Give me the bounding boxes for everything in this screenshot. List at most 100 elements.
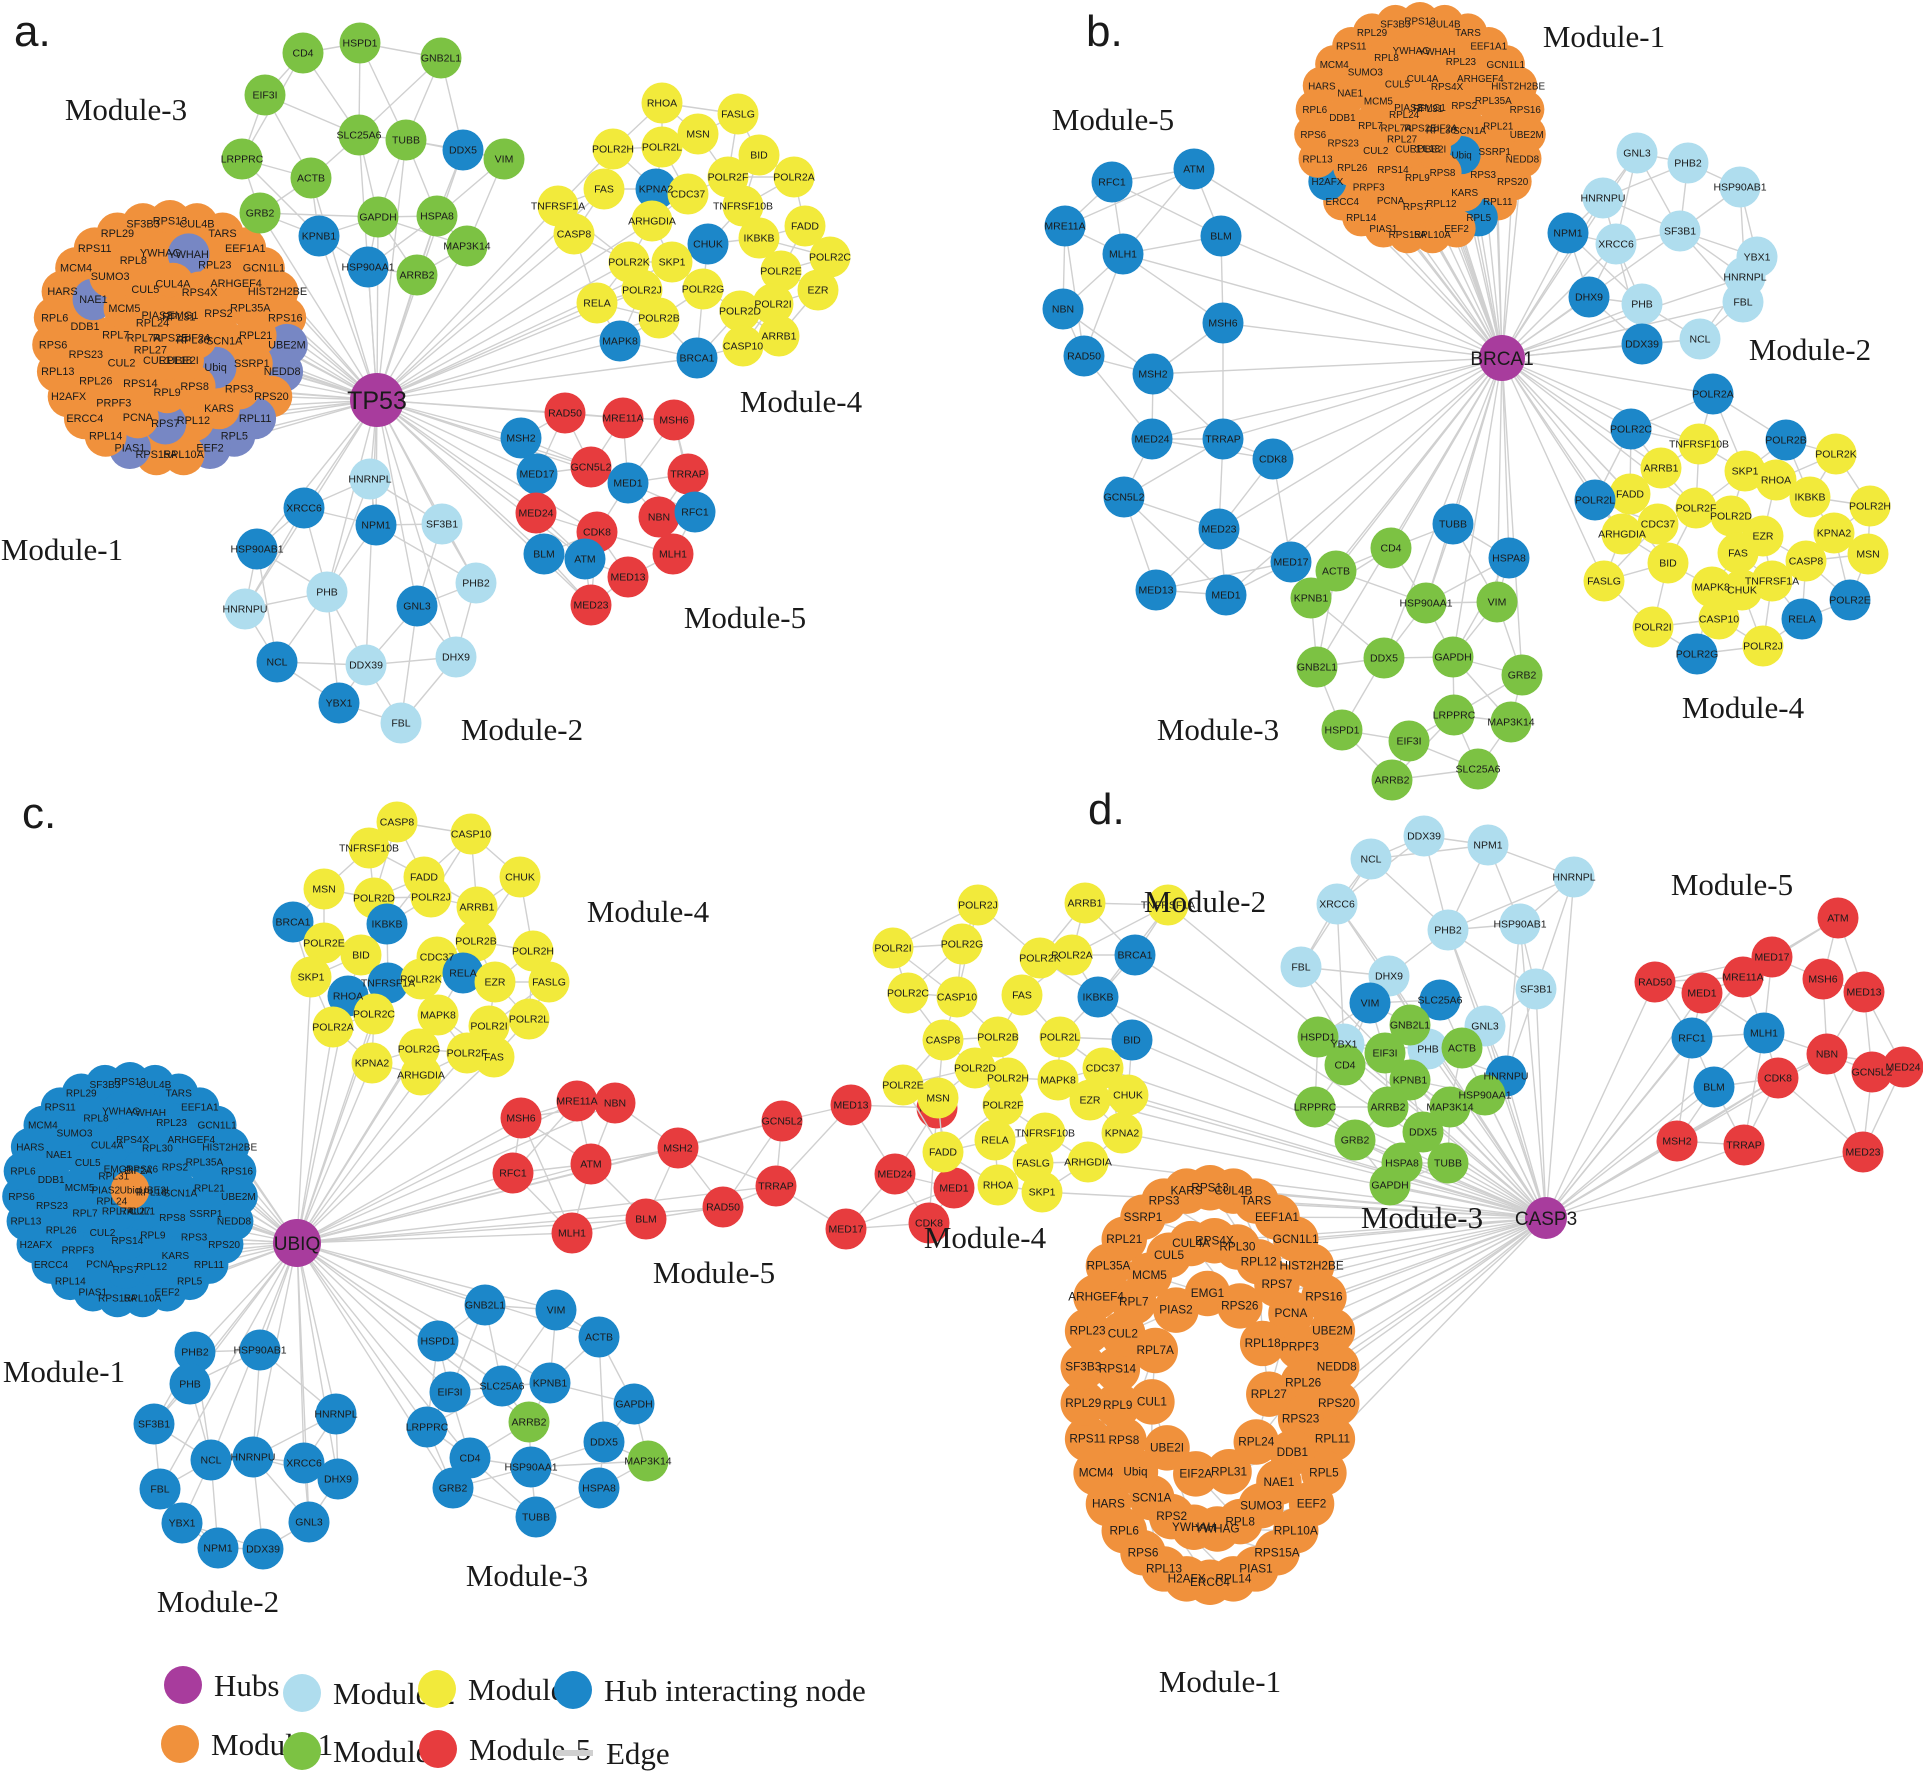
node-HSPD1[interactable] xyxy=(417,1320,459,1362)
node-POLR2J[interactable] xyxy=(957,884,999,926)
node-PHB2[interactable] xyxy=(1427,909,1469,951)
node-NPM1[interactable] xyxy=(197,1527,239,1569)
node-PRPF3[interactable] xyxy=(1277,1324,1323,1370)
node-MAP3K14[interactable] xyxy=(627,1440,669,1482)
node-XRCC6[interactable] xyxy=(1595,223,1637,265)
node-POLR2F[interactable] xyxy=(1675,487,1717,529)
node-RAD50[interactable] xyxy=(1063,335,1105,377)
node-MSH6[interactable] xyxy=(1802,958,1844,1000)
node-MLH1[interactable] xyxy=(1102,233,1144,275)
node-RPS11[interactable] xyxy=(1064,1416,1111,1462)
node-NCL[interactable] xyxy=(1679,318,1721,360)
node-GAPDH[interactable] xyxy=(357,196,399,238)
node-POLR2H[interactable] xyxy=(1849,485,1891,527)
node-RPS26[interactable] xyxy=(1217,1283,1263,1329)
node-NCL[interactable] xyxy=(1350,838,1392,880)
node-VIM[interactable] xyxy=(1349,982,1391,1024)
node-ACTB[interactable] xyxy=(578,1316,620,1358)
node-POLR2L[interactable] xyxy=(1574,479,1616,521)
node-ARRB1[interactable] xyxy=(758,315,800,357)
node-TNFRSF1A[interactable] xyxy=(367,962,409,1004)
node-RAD50[interactable] xyxy=(544,392,586,434)
node-IKBKB[interactable] xyxy=(366,903,408,945)
node-RPL18[interactable] xyxy=(1239,1320,1286,1367)
node-KPNB1[interactable] xyxy=(298,215,340,257)
node-SKP1[interactable] xyxy=(651,241,693,283)
node-EZR[interactable] xyxy=(474,961,516,1003)
node-TNFRSF10B[interactable] xyxy=(1678,423,1720,465)
node-CDK8[interactable] xyxy=(908,1202,950,1244)
node-POLR2E[interactable] xyxy=(760,250,802,292)
node-MSH6[interactable] xyxy=(653,399,695,441)
node-RPS26[interactable] xyxy=(149,317,191,359)
node-BID[interactable] xyxy=(738,134,780,176)
node-RPS14[interactable] xyxy=(1094,1346,1141,1392)
node-GNB2L1[interactable] xyxy=(464,1284,506,1326)
node-POLR2K[interactable] xyxy=(1815,433,1857,475)
node-KPNB1[interactable] xyxy=(529,1362,571,1404)
node-ARRB2[interactable] xyxy=(396,254,438,296)
node-RHOA[interactable] xyxy=(977,1164,1019,1206)
node-SF3B1[interactable] xyxy=(133,1403,175,1445)
node-MSH2[interactable] xyxy=(1656,1120,1698,1162)
node-SKP1[interactable] xyxy=(290,956,332,998)
node-HSPA8[interactable] xyxy=(1488,537,1530,579)
node-TUBB[interactable] xyxy=(385,119,427,161)
node-MSH6[interactable] xyxy=(500,1097,542,1139)
node-HSP90AA1[interactable] xyxy=(510,1446,552,1488)
node-NCL[interactable] xyxy=(256,641,298,683)
node-GCN5L2[interactable] xyxy=(1851,1051,1893,1093)
node-MRE11A[interactable] xyxy=(1722,956,1764,998)
node-PHB2[interactable] xyxy=(174,1331,216,1373)
node-POLR2D[interactable] xyxy=(954,1047,996,1089)
node-RELA[interactable] xyxy=(576,282,618,324)
node-YBX1[interactable] xyxy=(161,1502,203,1544)
node-IKBKB[interactable] xyxy=(1789,476,1831,518)
node-HSPA8[interactable] xyxy=(578,1467,620,1509)
node-ATM[interactable] xyxy=(570,1143,612,1185)
node-DDX5[interactable] xyxy=(1402,1111,1444,1153)
node-ARHGDIA[interactable] xyxy=(1601,513,1643,555)
node-CASP8[interactable] xyxy=(1785,540,1827,582)
node-XRCC6[interactable] xyxy=(283,1442,325,1484)
node-FASLG[interactable] xyxy=(528,961,570,1003)
node-GAPDH[interactable] xyxy=(613,1383,655,1425)
node-TUBB[interactable] xyxy=(1432,503,1474,545)
hub-node-TP53[interactable] xyxy=(350,373,404,427)
node-SLC25A6[interactable] xyxy=(1457,748,1499,790)
node-EIF3I[interactable] xyxy=(244,74,286,116)
node-KPNA2[interactable] xyxy=(1813,512,1855,554)
node-CASP10[interactable] xyxy=(722,325,764,367)
node-POLR2A[interactable] xyxy=(1692,373,1734,415)
node-POLR2I[interactable] xyxy=(872,927,914,969)
node-NBN[interactable] xyxy=(1806,1033,1848,1075)
node-POLR2J[interactable] xyxy=(1742,625,1784,667)
node-DDX39[interactable] xyxy=(345,644,387,686)
node-MAPK8[interactable] xyxy=(1037,1059,1079,1101)
node-RPS20[interactable] xyxy=(1314,1380,1360,1426)
node-CASP10[interactable] xyxy=(450,813,492,855)
node-MLH1[interactable] xyxy=(1743,1012,1785,1054)
node-RFC1[interactable] xyxy=(492,1152,534,1194)
node-EIF3I[interactable] xyxy=(429,1371,471,1413)
node-ACTB[interactable] xyxy=(290,157,332,199)
node-SF3B1[interactable] xyxy=(421,503,463,545)
node-RELA[interactable] xyxy=(1781,598,1823,640)
hub-node-BRCA1[interactable] xyxy=(1479,335,1525,381)
node-TRRAP[interactable] xyxy=(1202,418,1244,460)
node-IKBKB[interactable] xyxy=(1077,976,1119,1018)
node-FAS[interactable] xyxy=(1001,974,1043,1016)
node-EIF3I[interactable] xyxy=(1388,720,1430,762)
node-RPL27[interactable] xyxy=(1246,1371,1292,1417)
node-RAD50[interactable] xyxy=(702,1186,744,1228)
node-CASP10[interactable] xyxy=(936,976,978,1018)
node-KPNA2[interactable] xyxy=(635,168,677,210)
node-HNRNPU[interactable] xyxy=(232,1436,274,1478)
node-RFC1[interactable] xyxy=(1091,161,1133,203)
node-GNB2L1[interactable] xyxy=(1389,1004,1431,1046)
node-HNRNPL[interactable] xyxy=(1553,856,1595,898)
node-SKP1[interactable] xyxy=(1724,450,1766,492)
node-MRE11A[interactable] xyxy=(602,397,644,439)
node-PHB[interactable] xyxy=(1621,283,1663,325)
node-POLR2C[interactable] xyxy=(887,972,929,1014)
